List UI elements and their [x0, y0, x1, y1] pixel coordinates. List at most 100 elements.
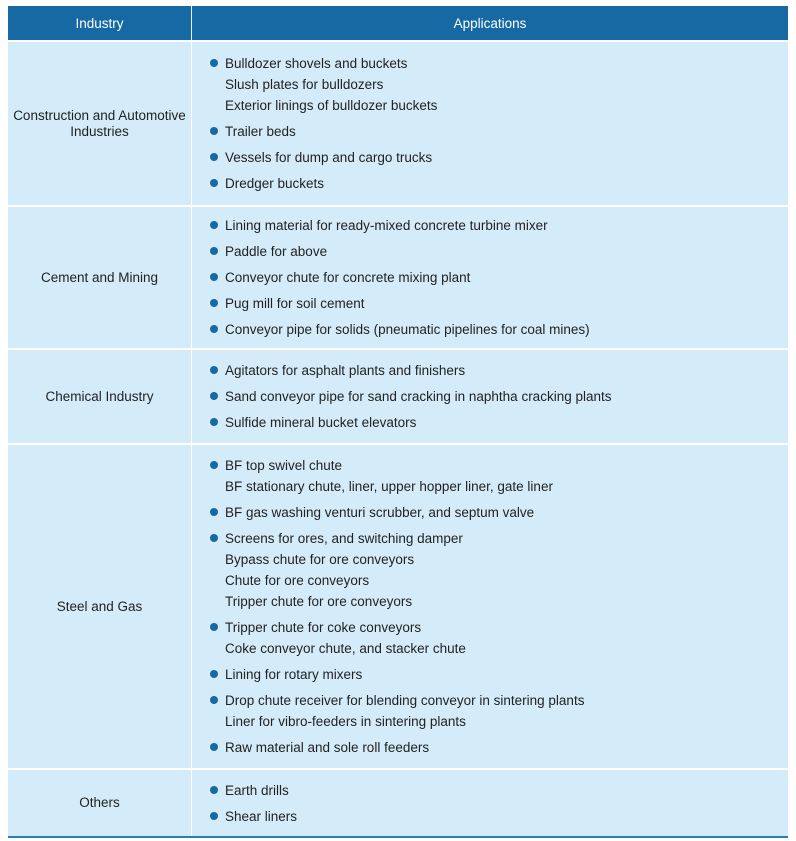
application-item: Tripper chute for ore conveyors — [210, 591, 788, 612]
applications-cell: Earth drills Shear liners — [191, 768, 788, 838]
application-item: Dredger buckets — [210, 173, 788, 194]
application-text: BF top swivel chute — [225, 458, 343, 473]
application-group: Conveyor chute for concrete mixing plant — [210, 267, 788, 288]
application-text: Tripper chute for ore conveyors — [225, 594, 413, 609]
application-item: Vessels for dump and cargo trucks — [210, 147, 788, 168]
application-item: Pug mill for soil cement — [210, 293, 788, 314]
table-row: Steel and Gas BF top swivel chute BF stati… — [8, 443, 788, 769]
application-text: Bulldozer shovels and buckets — [225, 56, 408, 71]
application-text: Bypass chute for ore conveyors — [225, 552, 415, 567]
application-item: Raw material and sole roll feeders — [210, 737, 788, 758]
bullet-icon — [210, 127, 218, 135]
application-text: Tripper chute for coke conveyors — [225, 620, 422, 635]
application-text: Earth drills — [225, 782, 289, 798]
bullet-icon — [210, 534, 218, 542]
application-group: Drop chute receiver for blending conveyo… — [210, 690, 788, 732]
application-group: BF top swivel chute BF stationary chute, … — [210, 455, 788, 497]
application-item: Shear liners — [210, 806, 788, 827]
header-industry: Industry — [8, 6, 192, 41]
bullet-icon — [210, 247, 218, 255]
application-text: Drop chute receiver for blending conveyo… — [225, 693, 585, 708]
bullet-icon — [210, 325, 218, 333]
application-group: Lining material for ready-mixed concrete… — [210, 215, 788, 236]
industry-cell: Cement and Mining — [8, 205, 192, 349]
application-text: Vessels for dump and cargo trucks — [225, 150, 433, 165]
bullet-icon — [210, 696, 218, 704]
application-group: Trailer beds — [210, 121, 788, 142]
application-item: Sand conveyor pipe for sand cracking in … — [210, 386, 788, 407]
table-row: Chemical Industry Agitators for asphalt p… — [8, 348, 788, 444]
application-group: Tripper chute for coke conveyors Coke con… — [210, 617, 788, 659]
application-text: Liner for vibro-feeders in sintering pla… — [225, 714, 466, 729]
application-item: Conveyor chute for concrete mixing plant — [210, 267, 788, 288]
application-text: Lining for rotary mixers — [225, 667, 363, 682]
table-row: Construction and Automotive Industries Bu… — [8, 40, 788, 206]
bullet-icon — [210, 179, 218, 187]
bullet-icon — [210, 221, 218, 229]
application-group: Shear liners — [210, 806, 788, 827]
application-text: Lining material for ready-mixed concrete… — [225, 218, 548, 233]
applications-cell: Agitators for asphalt plants and finishe… — [191, 348, 788, 444]
application-item: Earth drills — [210, 780, 788, 801]
application-item: Drop chute receiver for blending conveyo… — [210, 690, 788, 711]
application-text: Paddle for above — [225, 244, 328, 259]
bullet-icon — [210, 785, 218, 794]
application-group: Earth drills — [210, 780, 788, 801]
application-item: BF top swivel chute — [210, 455, 788, 476]
bullet-icon — [210, 59, 218, 67]
application-group: BF gas washing venturi scrubber, and sep… — [210, 502, 788, 523]
application-group: Raw material and sole roll feeders — [210, 737, 788, 758]
application-item: Tripper chute for coke conveyors — [210, 617, 788, 638]
application-text: Trailer beds — [225, 124, 296, 139]
application-group: Conveyor pipe for solids (pneumatic pipe… — [210, 319, 788, 340]
application-group: Vessels for dump and cargo trucks — [210, 147, 788, 168]
bullet-icon — [210, 392, 218, 400]
applications-cell: Bulldozer shovels and buckets Slush plate… — [191, 40, 788, 206]
header-applications: Applications — [191, 6, 788, 41]
bullet-icon — [210, 508, 218, 516]
application-item: Agitators for asphalt plants and finishe… — [210, 360, 788, 381]
application-text: Pug mill for soil cement — [225, 296, 365, 311]
application-text: Conveyor chute for concrete mixing plant — [225, 270, 471, 285]
application-group: Lining for rotary mixers — [210, 664, 788, 685]
application-text: Dredger buckets — [225, 176, 325, 191]
application-item: BF stationary chute, liner, upper hopper… — [210, 476, 788, 497]
industry-cell: Chemical Industry — [8, 348, 192, 444]
application-group: Pug mill for soil cement — [210, 293, 788, 314]
application-text: BF stationary chute, liner, upper hopper… — [225, 479, 553, 494]
bullet-icon — [210, 670, 218, 678]
application-text: Sulfide mineral bucket elevators — [225, 415, 417, 430]
application-item: Bulldozer shovels and buckets — [210, 53, 788, 74]
application-group: Paddle for above — [210, 241, 788, 262]
industry-cell: Steel and Gas — [8, 443, 192, 769]
application-text: Conveyor pipe for solids (pneumatic pipe… — [225, 322, 590, 337]
application-group: Agitators for asphalt plants and finishe… — [210, 360, 788, 381]
application-item: Lining for rotary mixers — [210, 664, 788, 685]
application-text: Coke conveyor chute, and stacker chute — [225, 641, 466, 656]
application-item: Paddle for above — [210, 241, 788, 262]
bullet-icon — [210, 811, 218, 820]
applications-table: Industry Applications Construction and A… — [8, 6, 788, 838]
application-text: Agitators for asphalt plants and finishe… — [225, 363, 466, 378]
table-row: Cement and Mining Lining material for rea… — [8, 205, 788, 349]
applications-cell: BF top swivel chute BF stationary chute, … — [191, 443, 788, 769]
bullet-icon — [210, 273, 218, 281]
application-group: Sand conveyor pipe for sand cracking in … — [210, 386, 788, 407]
application-text: Raw material and sole roll feeders — [225, 740, 430, 755]
application-item: Chute for ore conveyors — [210, 570, 788, 591]
application-item: BF gas washing venturi scrubber, and sep… — [210, 502, 788, 523]
application-text: Chute for ore conveyors — [225, 573, 370, 588]
bullet-icon — [210, 623, 218, 631]
bullet-icon — [210, 366, 218, 374]
application-item: Screens for ores, and switching damper — [210, 528, 788, 549]
bullet-icon — [210, 418, 218, 426]
application-text: Slush plates for bulldozers — [225, 77, 384, 92]
application-item: Bypass chute for ore conveyors — [210, 549, 788, 570]
application-item: Sulfide mineral bucket elevators — [210, 412, 788, 433]
application-group: Sulfide mineral bucket elevators — [210, 412, 788, 433]
application-item: Slush plates for bulldozers — [210, 74, 788, 95]
application-group: Dredger buckets — [210, 173, 788, 194]
bullet-icon — [210, 461, 218, 469]
bullet-icon — [210, 743, 218, 751]
application-text: Sand conveyor pipe for sand cracking in … — [225, 389, 612, 404]
